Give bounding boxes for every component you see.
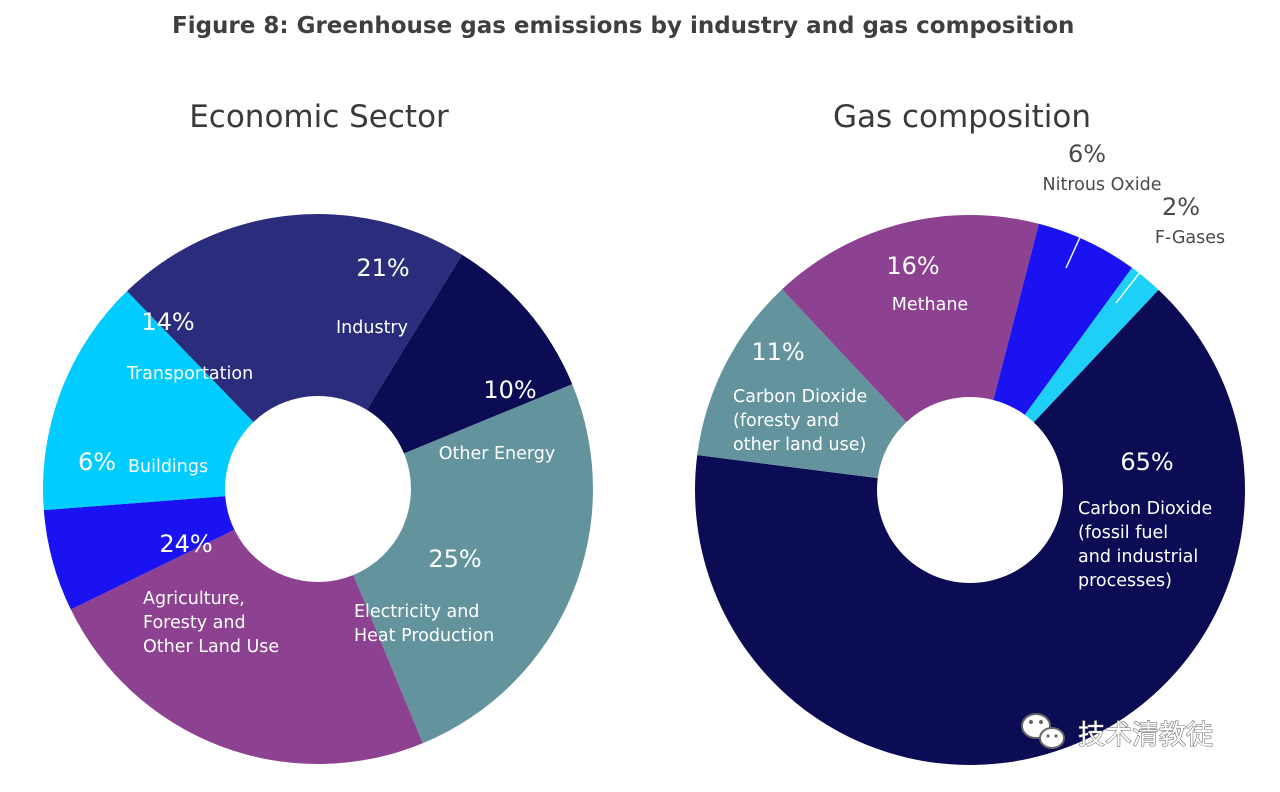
slice-f-gases — [1024, 267, 1159, 423]
category-label-carbon-dioxide-fossil-fuel-and-industrial-processes: Carbon Dioxide (fossil fuel and industrial… — [1078, 499, 1212, 591]
pct-label-nitrous-oxide: 6% — [1068, 140, 1106, 168]
category-label-industry: Industry — [336, 318, 408, 338]
pct-label-electricity-and-heat-production: 25% — [428, 545, 481, 573]
pct-label-transportation: 14% — [141, 308, 194, 336]
economic-sector-donut-chart: Economic Sector 21% Industry 10% Other Ener… — [43, 99, 594, 764]
pct-label-methane: 16% — [886, 252, 939, 280]
slice-carbon-dioxide-foresty-and-other-land-use — [697, 289, 907, 479]
economic-sector-title: Economic Sector — [189, 99, 449, 135]
pct-label-other-energy: 10% — [483, 376, 536, 404]
pct-label-agriculture-foresty-and-other-land-use: 24% — [159, 530, 212, 558]
category-label-methane: Methane — [892, 295, 968, 315]
slice-agriculture-foresty-and-other-land-use — [70, 529, 423, 764]
category-label-buildings: Buildings — [128, 457, 208, 477]
slice-buildings — [43, 496, 235, 610]
pct-label-f-gases: 2% — [1162, 193, 1200, 221]
slice-carbon-dioxide-fossil-fuel-and-industrial-processes — [695, 289, 1245, 765]
category-label-other-energy: Other Energy — [439, 444, 556, 464]
figure-title: Figure 8: Greenhouse gas emissions by in… — [172, 13, 1074, 39]
slice-other-energy — [366, 254, 573, 454]
pct-label-carbon-dioxide-foresty-and-other-land-use: 11% — [751, 338, 804, 366]
slice-industry — [126, 214, 463, 423]
watermark: 技术清教徒 — [1021, 713, 1214, 752]
gas-composition-title: Gas composition — [833, 99, 1091, 135]
pct-label-buildings: 6% — [78, 448, 116, 476]
category-label-carbon-dioxide-foresty-and-other-land-use: Carbon Dioxide (foresty and other land use… — [733, 387, 867, 455]
slice-methane — [782, 214, 1039, 423]
slice-electricity-and-heat-production — [353, 384, 594, 744]
pct-label-carbon-dioxide-fossil-fuel-and-industrial-processes: 65% — [1120, 448, 1173, 476]
pct-label-industry: 21% — [356, 254, 409, 282]
category-label-electricity-and-heat-production: Electricity and Heat Production — [354, 602, 494, 646]
category-label-transportation: Transportation — [126, 364, 253, 384]
category-label-agriculture-foresty-and-other-land-use: Agriculture, Foresty and Other Land Use — [143, 589, 279, 657]
leader-line-nitrous-oxide — [1065, 199, 1098, 269]
category-label-nitrous-oxide: Nitrous Oxide — [1043, 175, 1162, 195]
watermark-text: 技术清教徒 — [1078, 720, 1213, 751]
category-label-f-gases: F-Gases — [1155, 228, 1225, 248]
slice-transportation — [43, 291, 254, 511]
leader-line-f-gases — [1115, 252, 1156, 304]
wechat-icon — [1021, 713, 1065, 749]
slice-nitrous-oxide — [993, 223, 1133, 415]
